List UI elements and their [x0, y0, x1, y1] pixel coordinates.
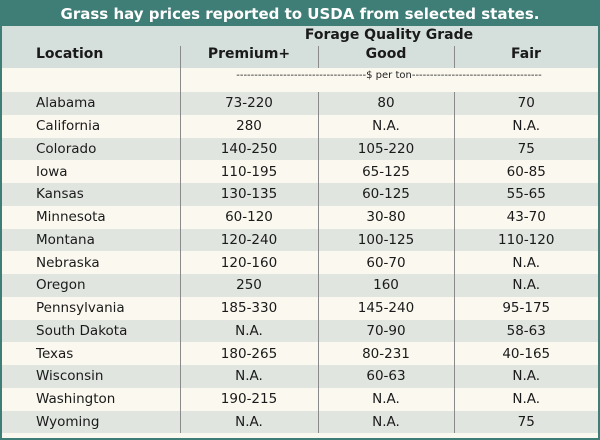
table-row: Colorado 140-250 105-220 75	[2, 137, 598, 161]
fair-price-cell: 55-65	[453, 183, 598, 206]
column-divider	[180, 46, 181, 68]
good-price-cell: 70-90	[317, 319, 454, 343]
fair-price-cell: 70	[453, 92, 598, 115]
premium-price-cell: 130-135	[179, 183, 318, 206]
location-cell: Iowa	[2, 160, 180, 183]
premium-price-cell: 190-215	[179, 387, 318, 411]
fair-price-cell: N.A.	[453, 365, 598, 388]
fair-price-cell: 43-70	[453, 205, 598, 229]
location-cell: Wyoming	[2, 410, 180, 434]
fair-price-cell: 75	[453, 410, 598, 434]
table-row: Alabama 73-220 80 70	[2, 92, 598, 115]
table-row: Kansas 130-135 60-125 55-65	[2, 183, 598, 206]
good-price-cell: 80	[317, 92, 454, 115]
fair-price-cell: N.A.	[453, 114, 598, 138]
price-table-body: Alabama 73-220 80 70 California 280 N.A. N.A. Co…	[2, 92, 598, 434]
location-cell: Texas	[2, 342, 180, 365]
fair-price-cell: 75	[453, 137, 598, 161]
good-price-cell: 80-231	[317, 342, 454, 365]
premium-price-cell: 60-120	[179, 205, 318, 229]
units-row: ------------------------------------$ pe…	[2, 68, 598, 92]
location-cell: South Dakota	[2, 319, 180, 343]
location-cell: Minnesota	[2, 205, 180, 229]
good-column-header: Good	[365, 46, 407, 62]
column-divider	[180, 68, 181, 92]
good-price-cell: 145-240	[317, 296, 454, 320]
premium-price-cell: 280	[179, 114, 318, 138]
good-price-cell: 60-63	[317, 365, 454, 388]
table-row: Texas 180-265 80-231 40-165	[2, 342, 598, 365]
premium-column-header: Premium+	[207, 46, 291, 62]
fair-price-cell: N.A.	[453, 251, 598, 274]
fair-price-cell: 58-63	[453, 319, 598, 343]
table-row: Montana 120-240 100-125 110-120	[2, 228, 598, 252]
good-price-cell: 105-220	[317, 137, 454, 161]
fair-price-cell: N.A.	[453, 274, 598, 297]
table-row: Minnesota 60-120 30-80 43-70	[2, 205, 598, 229]
good-price-cell: 160	[317, 274, 454, 297]
good-price-cell: 65-125	[317, 160, 454, 183]
location-cell: Colorado	[2, 137, 180, 161]
location-cell: Nebraska	[2, 251, 180, 274]
fair-column-header: Fair	[511, 46, 541, 62]
table-title: Grass hay prices reported to USDA from s…	[2, 2, 598, 26]
good-price-cell: N.A.	[317, 387, 454, 411]
table-row: South Dakota N.A. 70-90 58-63	[2, 319, 598, 343]
table-row: Oregon 250 160 N.A.	[2, 274, 598, 297]
good-price-cell: 60-70	[317, 251, 454, 274]
good-price-cell: 100-125	[317, 228, 454, 252]
price-table: Alabama 73-220 80 70 California 280 N.A. N.A. Co…	[2, 92, 598, 434]
table-row: Nebraska 120-160 60-70 N.A.	[2, 251, 598, 274]
fair-price-cell: 95-175	[453, 296, 598, 320]
forage-quality-grade-label: Forage Quality Grade	[304, 27, 474, 43]
premium-price-cell: 110-195	[179, 160, 318, 183]
good-price-cell: N.A.	[317, 114, 454, 138]
premium-price-cell: 120-240	[179, 228, 318, 252]
premium-price-cell: 250	[179, 274, 318, 297]
premium-price-cell: 73-220	[179, 92, 318, 115]
table-row: California 280 N.A. N.A.	[2, 114, 598, 138]
column-divider	[454, 46, 455, 68]
location-cell: Alabama	[2, 92, 180, 115]
location-cell: Washington	[2, 387, 180, 411]
location-cell: Kansas	[2, 183, 180, 206]
location-cell: California	[2, 114, 180, 138]
premium-price-cell: N.A.	[179, 365, 318, 388]
fair-price-cell: 60-85	[453, 160, 598, 183]
table-row: Wisconsin N.A. 60-63 N.A.	[2, 365, 598, 388]
table-row: Washington 190-215 N.A. N.A.	[2, 387, 598, 411]
premium-price-cell: N.A.	[179, 319, 318, 343]
location-cell: Oregon	[2, 274, 180, 297]
table-row: Pennsylvania 185-330 145-240 95-175	[2, 296, 598, 320]
fair-price-cell: N.A.	[453, 387, 598, 411]
column-divider	[318, 46, 319, 68]
premium-price-cell: N.A.	[179, 410, 318, 434]
good-price-cell: 60-125	[317, 183, 454, 206]
good-price-cell: N.A.	[317, 410, 454, 434]
premium-price-cell: 140-250	[179, 137, 318, 161]
fair-price-cell: 40-165	[453, 342, 598, 365]
location-cell: Montana	[2, 228, 180, 252]
premium-price-cell: 120-160	[179, 251, 318, 274]
location-cell: Wisconsin	[2, 365, 180, 388]
table-row: Wyoming N.A. N.A. 75	[2, 410, 598, 434]
location-column-header: Location	[36, 46, 104, 62]
good-price-cell: 30-80	[317, 205, 454, 229]
premium-price-cell: 185-330	[179, 296, 318, 320]
fair-price-cell: 110-120	[453, 228, 598, 252]
location-cell: Pennsylvania	[2, 296, 180, 320]
units-label: ------------------------------------$ pe…	[236, 70, 542, 81]
table-row: Iowa 110-195 65-125 60-85	[2, 160, 598, 183]
table-header: Forage Quality Grade Location Premium+ G…	[2, 26, 598, 68]
premium-price-cell: 180-265	[179, 342, 318, 365]
